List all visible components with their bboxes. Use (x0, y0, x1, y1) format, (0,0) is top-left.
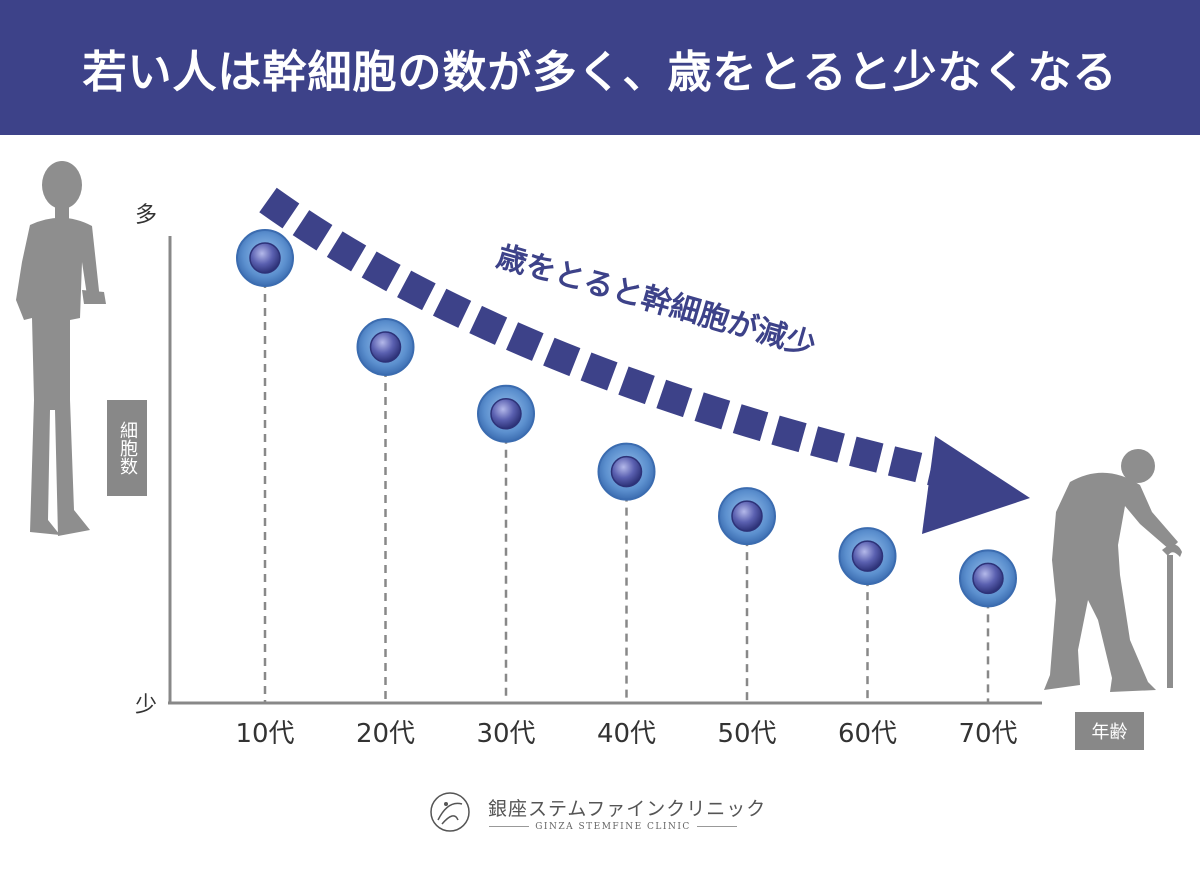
page-title: 若い人は幹細胞の数が多く、歳をとると少なくなる (82, 46, 1118, 98)
stem-cell-nucleus-1 (249, 242, 281, 274)
clinic-logo: 銀座ステムファインクリニック GINZA STEMFINE CLINIC (428, 790, 765, 840)
x-tick-label-1: 10代 (235, 719, 294, 749)
x-tick-label-3: 30代 (476, 719, 535, 749)
age-axis-label: 年齢 (1075, 712, 1144, 750)
elderly-person-silhouette (1044, 449, 1182, 692)
x-tick-label-2: 20代 (356, 719, 415, 749)
cell-count-axis-label: 細胞数 (107, 400, 147, 496)
x-tick-label-4: 40代 (597, 719, 656, 749)
title-banner: 若い人は幹細胞の数が多く、歳をとると少なくなる (0, 0, 1200, 135)
trend-annotation: 歳をとると幹細胞が減少 (493, 239, 820, 364)
stem-cell-nucleus-5 (731, 500, 763, 532)
cell-count-chart: 多 少 歳をとると幹細胞が減少 10代 20代 30代 40代 50代 60代 70代 (16, 161, 1182, 749)
x-tick-label-5: 50代 (717, 719, 776, 749)
clinic-logo-icon (430, 792, 470, 832)
stem-cell-nucleus-2 (369, 331, 402, 363)
clinic-subtitle: GINZA STEMFINE CLINIC (488, 822, 738, 832)
stem-cell-nucleus-3 (490, 398, 522, 430)
stem-cell-nucleus-7 (972, 562, 1004, 595)
stem-cell-nucleus-6 (851, 540, 884, 572)
decrease-arrow-shaft (259, 187, 969, 493)
stem-cell-nucleus-4 (610, 455, 643, 488)
decrease-arrow-head (922, 436, 1030, 534)
x-tick-label-7: 70代 (958, 719, 1017, 749)
clinic-subtitle-text: GINZA STEMFINE CLINIC (535, 822, 691, 832)
y-axis-top-label: 多 (135, 203, 157, 228)
x-tick-label-6: 60代 (838, 719, 897, 749)
clinic-name: 銀座ステムファインクリニック (488, 798, 767, 820)
y-axis-bottom-label: 少 (135, 693, 157, 718)
young-person-silhouette (16, 161, 106, 536)
